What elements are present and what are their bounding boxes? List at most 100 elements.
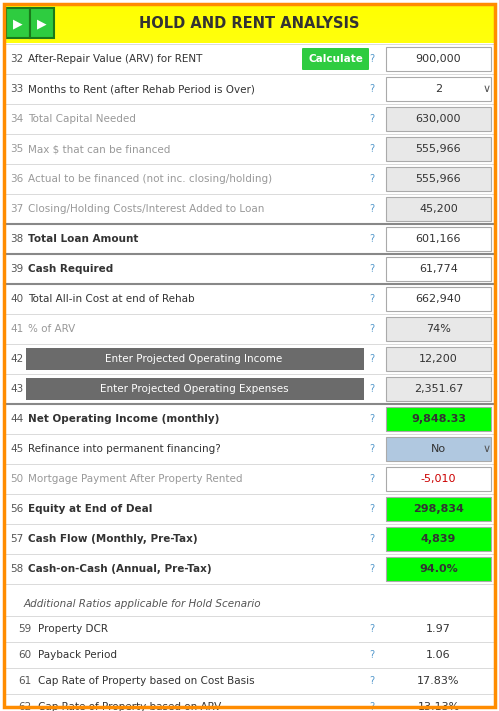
Bar [4, 21, 495, 22]
Text: ?: ? [369, 84, 375, 94]
Bar [4, 22, 495, 23]
Text: Additional Ratios applicable for Hold Scenario: Additional Ratios applicable for Hold Sc… [24, 599, 261, 609]
Bar [4, 24, 495, 26]
Text: 17.83%: 17.83% [417, 676, 460, 686]
Text: 50: 50 [10, 474, 23, 484]
Text: Cash Required: Cash Required [28, 264, 113, 274]
Text: Enter Projected Operating Expenses: Enter Projected Operating Expenses [100, 384, 288, 394]
Text: 43: 43 [10, 384, 23, 394]
Text: 61: 61 [18, 676, 31, 686]
Text: 41: 41 [10, 324, 23, 334]
Text: ?: ? [369, 294, 375, 304]
Text: ∨: ∨ [483, 444, 491, 454]
Text: 555,966: 555,966 [416, 174, 461, 184]
Text: 39: 39 [10, 264, 23, 274]
Bar [386, 167, 491, 191]
Bar [386, 557, 491, 581]
Bar [4, 13, 495, 15]
Bar [4, 5, 495, 7]
Bar [386, 377, 491, 401]
Bar [386, 77, 491, 101]
Bar [4, 41, 495, 43]
Text: ?: ? [369, 564, 375, 574]
Text: ?: ? [369, 624, 375, 634]
Bar [4, 33, 495, 35]
Bar [4, 37, 495, 38]
FancyBboxPatch shape [6, 8, 30, 38]
Bar [26, 348, 364, 370]
Bar [4, 40, 495, 41]
Bar [386, 467, 491, 491]
Text: ?: ? [369, 474, 375, 484]
Text: 4,839: 4,839 [421, 534, 456, 544]
Text: Closing/Holding Costs/Interest Added to Loan: Closing/Holding Costs/Interest Added to … [28, 204, 264, 214]
Text: 94.0%: 94.0% [419, 564, 458, 574]
Text: ▶: ▶ [13, 18, 23, 31]
Bar [4, 18, 495, 20]
Bar [4, 6, 495, 9]
Text: ?: ? [369, 144, 375, 154]
Text: Cap Rate of Property based on ARV: Cap Rate of Property based on ARV [38, 702, 221, 711]
Text: Actual to be financed (not inc. closing/holding): Actual to be financed (not inc. closing/… [28, 174, 272, 184]
Bar [386, 407, 491, 431]
Text: 34: 34 [10, 114, 23, 124]
Text: 45: 45 [10, 444, 23, 454]
Text: ?: ? [369, 204, 375, 214]
Bar [4, 28, 495, 30]
Text: ?: ? [369, 174, 375, 184]
Text: After-Repair Value (ARV) for RENT: After-Repair Value (ARV) for RENT [28, 54, 203, 64]
Text: Refinance into permanent financing?: Refinance into permanent financing? [28, 444, 221, 454]
Text: 601,166: 601,166 [416, 234, 461, 244]
Bar [4, 19, 495, 21]
Text: ?: ? [369, 702, 375, 711]
Bar [4, 36, 495, 38]
Bar [386, 227, 491, 251]
Bar [386, 257, 491, 281]
Text: No: No [431, 444, 446, 454]
Text: 13.13%: 13.13% [417, 702, 460, 711]
Bar [4, 14, 495, 16]
Bar [4, 11, 495, 12]
Text: ?: ? [369, 384, 375, 394]
Text: ?: ? [369, 354, 375, 364]
Bar [4, 9, 495, 11]
Text: 35: 35 [10, 144, 23, 154]
Text: Calculate: Calculate [308, 54, 363, 64]
Text: 9,848.33: 9,848.33 [411, 414, 466, 424]
Text: Equity at End of Deal: Equity at End of Deal [28, 504, 152, 514]
Text: 2,351.67: 2,351.67 [414, 384, 463, 394]
Text: 33: 33 [10, 84, 23, 94]
Text: 2: 2 [435, 84, 442, 94]
Text: 630,000: 630,000 [416, 114, 461, 124]
Text: 60: 60 [18, 650, 31, 660]
Text: 555,966: 555,966 [416, 144, 461, 154]
Text: 56: 56 [10, 504, 23, 514]
Bar [386, 347, 491, 371]
Text: 59: 59 [18, 624, 31, 634]
Bar [4, 38, 495, 40]
Text: 38: 38 [10, 234, 23, 244]
Text: 58: 58 [10, 564, 23, 574]
Bar [386, 317, 491, 341]
Text: 61,774: 61,774 [419, 264, 458, 274]
Text: ?: ? [369, 676, 375, 686]
Text: Cash Flow (Monthly, Pre-Tax): Cash Flow (Monthly, Pre-Tax) [28, 534, 198, 544]
Text: 62: 62 [18, 702, 31, 711]
Text: -5,010: -5,010 [421, 474, 456, 484]
Text: Total All-in Cost at end of Rehab: Total All-in Cost at end of Rehab [28, 294, 195, 304]
Text: 37: 37 [10, 204, 23, 214]
Bar [4, 29, 495, 31]
FancyBboxPatch shape [302, 48, 369, 70]
Text: 298,834: 298,834 [413, 504, 464, 514]
Text: Mortgage Payment After Property Rented: Mortgage Payment After Property Rented [28, 474, 243, 484]
Text: Cash-on-Cash (Annual, Pre-Tax): Cash-on-Cash (Annual, Pre-Tax) [28, 564, 212, 574]
Text: ?: ? [369, 444, 375, 454]
Text: ∨: ∨ [483, 84, 491, 94]
Bar [386, 497, 491, 521]
Bar [26, 378, 364, 400]
Text: Total Loan Amount: Total Loan Amount [28, 234, 138, 244]
Text: ?: ? [369, 414, 375, 424]
Bar [386, 47, 491, 71]
Bar [4, 4, 495, 6]
Text: ?: ? [369, 650, 375, 660]
